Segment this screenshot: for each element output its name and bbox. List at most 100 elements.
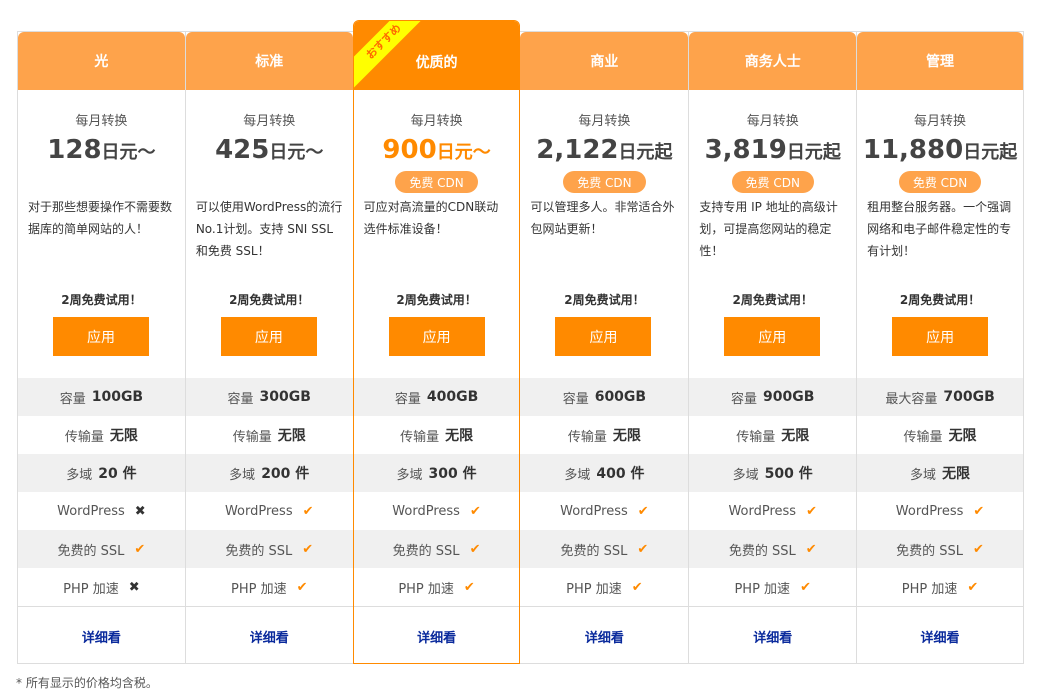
feature-label: PHP 加速: [230, 581, 287, 597]
feature-label: PHP 加速: [398, 581, 454, 597]
feature-value: 20 件: [98, 466, 137, 482]
details-link[interactable]: 详细看: [857, 606, 1023, 665]
feature-row: 传输量 无限: [186, 416, 353, 454]
apply-button[interactable]: 应用: [555, 317, 652, 356]
details-link[interactable]: 详细看: [185, 606, 353, 665]
feature-label: 免费的 SSL: [560, 543, 628, 559]
check-icon: ✔: [469, 541, 481, 557]
plan-column: 管理 每月转换 11,880日元起 免费 CDN 租用整台服务器。一个强调网络和电子邮件…: [856, 31, 1024, 664]
feature-rows: 容量 100GB 传输量 无限 多域 20 件 WordPress ✖ 免费的 SSL ✔ PHP …: [18, 378, 185, 606]
details-link[interactable]: 详细看: [18, 606, 185, 665]
details-link[interactable]: 详细看: [520, 606, 689, 665]
feature-label: 多域: [732, 467, 759, 483]
apply-button[interactable]: 应用: [724, 317, 821, 356]
feature-row-ssl: 免费的 SSL ✔: [353, 530, 520, 568]
plan-description: 可以管理多人。非常适合外包网站更新！: [530, 200, 675, 236]
price-unit: 日元起: [786, 142, 841, 163]
monthly-label: 每月转换: [243, 114, 296, 129]
feature-value: 无限: [109, 428, 138, 444]
feature-row-ssl: 免费的 SSL ✔: [857, 530, 1023, 568]
plan-name: 商务人士: [689, 32, 857, 90]
feature-value: 无限: [942, 466, 971, 482]
feature-row: 多域 200 件: [185, 454, 353, 492]
price-amount: 425: [215, 135, 270, 165]
feature-label: 容量: [731, 391, 758, 407]
feature-row-php: PHP 加速 ✔: [354, 568, 520, 606]
feature-label: 免费的 SSL: [392, 543, 460, 559]
cross-icon: ✖: [134, 503, 146, 519]
feature-row: 传输量 无限: [689, 416, 856, 454]
apply-button[interactable]: 应用: [53, 317, 149, 356]
monthly-label: 每月转换: [914, 114, 967, 129]
monthly-label: 每月转换: [410, 114, 463, 129]
plan-summary: 每月转换 2,122日元起 免费 CDN 可以管理多人。非常适合外包网站更新！ 2周免费…: [520, 90, 688, 378]
plan-description: 租用整台服务器。一个强调网络和电子邮件稳定性的专有计划！: [867, 200, 1012, 258]
feature-label: 最大容量: [885, 391, 938, 407]
feature-rows: 最大容量 700GB 传输量 无限 多域 无限 WordPress ✔ 免费的 SSL ✔ PHP …: [857, 378, 1023, 606]
feature-value: 500 件: [764, 466, 813, 482]
feature-label: WordPress: [392, 503, 460, 519]
feature-row-ssl: 免费的 SSL ✔: [185, 530, 353, 568]
feature-rows: 容量 600GB 传输量 无限 多域 400 件 WordPress ✔ 免费的 SSL ✔ PHP…: [520, 378, 689, 606]
plan-summary: 每月转换 425日元～ 可以使用WordPress的流行No.1计划。支持 SNI …: [186, 90, 353, 378]
feature-row: 传输量 无限: [354, 416, 520, 454]
feature-label: 传输量: [400, 429, 440, 445]
feature-row: 容量 300GB: [185, 378, 353, 416]
details-link[interactable]: 详细看: [689, 606, 857, 665]
trial-label: 2周免费试用！: [229, 293, 310, 307]
feature-value: 300 件: [428, 466, 477, 482]
feature-label: 免费的 SSL: [57, 543, 125, 559]
feature-label: PHP 加速: [63, 581, 119, 597]
feature-row: 最大容量 700GB: [857, 378, 1023, 416]
feature-row: 多域 无限: [857, 454, 1023, 492]
apply-button[interactable]: 应用: [388, 317, 485, 356]
feature-row-php: PHP 加速 ✔: [689, 568, 856, 606]
check-icon: ✔: [302, 503, 314, 519]
feature-value: 无限: [445, 428, 474, 444]
apply-button[interactable]: 应用: [220, 317, 317, 356]
plan-price: 900日元～: [354, 135, 520, 165]
spacer: [18, 165, 185, 193]
trial-label: 2周免费试用！: [564, 293, 645, 307]
check-icon: ✔: [463, 579, 475, 595]
plan-name: 管理: [857, 32, 1023, 90]
feature-value: 无限: [948, 428, 977, 444]
check-icon: ✔: [637, 541, 649, 557]
feature-row-php: PHP 加速 ✔: [520, 568, 688, 606]
feature-row-wordpress: WordPress ✔: [857, 492, 1023, 530]
plan-column: 商业 每月转换 2,122日元起 免费 CDN 可以管理多人。非常适合外包网站更新！ 2周…: [520, 31, 689, 665]
pricing-table: 光每月转换 128日元～ 对于那些想要操作不需要数据库的简单网站的人！ 2周免费试用！…: [17, 20, 1024, 664]
plan-price: 425日元～: [186, 135, 353, 165]
feature-value: 300GB: [259, 389, 311, 405]
feature-value: 无限: [612, 428, 641, 444]
feature-row-php: PHP 加速 ✔: [186, 568, 353, 606]
plan-description: 对于那些想要操作不需要数据库的简单网站的人！: [28, 200, 173, 236]
check-icon: ✔: [806, 503, 817, 519]
price-unit: 日元～: [101, 142, 156, 163]
feature-row: 多域 400 件: [520, 454, 689, 492]
plan-summary: 每月转换 11,880日元起 免费 CDN 租用整台服务器。一个强调网络和电子邮件稳定…: [857, 90, 1023, 378]
feature-label: WordPress: [895, 503, 964, 519]
feature-value: 900GB: [763, 389, 815, 405]
plan-description: 支持专用 IP 地址的高级计划，可提高您网站的稳定性！: [699, 200, 838, 258]
feature-label: 容量: [227, 391, 254, 407]
free-cdn-badge: 免费 CDN: [731, 171, 814, 193]
apply-button[interactable]: 应用: [892, 317, 989, 356]
check-icon: ✔: [637, 503, 649, 519]
feature-row-ssl: 免费的 SSL ✔: [18, 530, 185, 568]
plan-description: 可以使用WordPress的流行No.1计划。支持 SNI SSL 和免费 SS…: [195, 200, 343, 258]
plan-column: 标准 每月转换 425日元～ 可以使用WordPress的流行No.1计划。支持 SN…: [184, 31, 353, 665]
details-link[interactable]: 详细看: [353, 606, 520, 663]
free-cdn-badge: 免费 CDN: [898, 171, 982, 193]
monthly-label: 每月转换: [578, 114, 631, 129]
feature-row: 容量 900GB: [689, 378, 857, 416]
plan-name: 光: [18, 32, 185, 90]
feature-value: 无限: [277, 428, 306, 444]
feature-row: 传输量 无限: [520, 416, 688, 454]
feature-row-wordpress: WordPress ✔: [520, 492, 688, 530]
feature-row: 容量 400GB: [353, 378, 520, 416]
free-cdn-badge: 免费 CDN: [395, 171, 478, 193]
plan-column: 商务人士 每月转换 3,819日元起 免费 CDN 支持专用 IP 地址的高级计划，可提…: [688, 31, 857, 665]
feature-label: WordPress: [560, 503, 628, 519]
feature-row: 容量 100GB: [18, 378, 185, 416]
